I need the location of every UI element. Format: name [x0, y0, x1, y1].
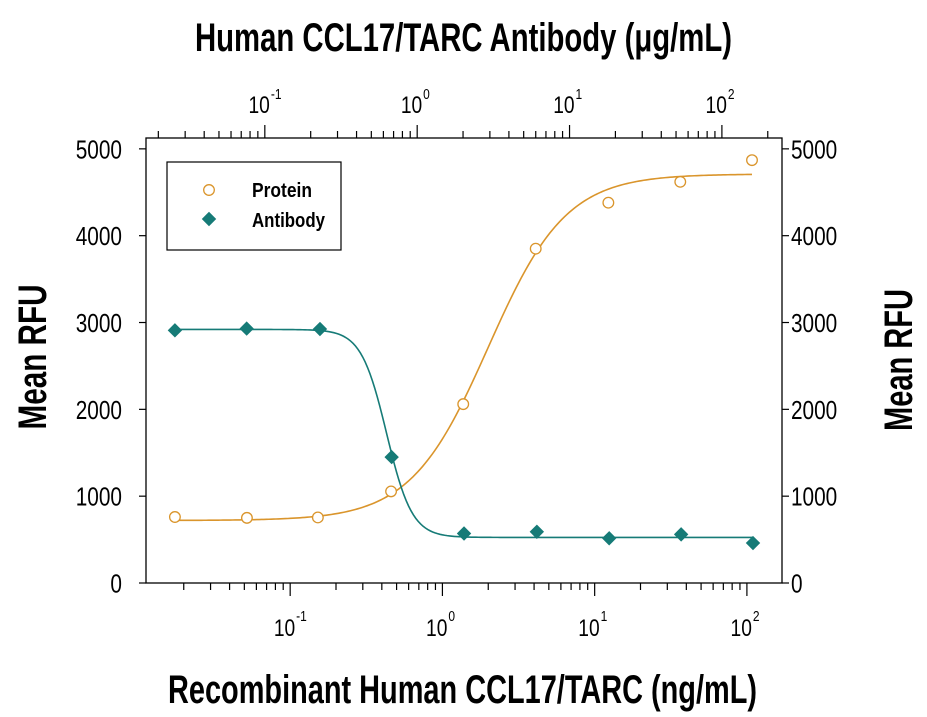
right-y-tick-label: 1000	[791, 482, 837, 511]
antibody-point	[529, 524, 545, 539]
bottom-x-axis-title: Recombinant Human CCL17/TARC (ng/mL)	[168, 668, 757, 712]
left-y-tick-label: 4000	[76, 222, 122, 251]
axes	[145, 137, 783, 584]
top-x-tick-label-exponent: 1	[576, 86, 583, 103]
left-y-tick-label: 0	[110, 569, 122, 598]
legend-markers	[201, 184, 217, 227]
protein-point	[529, 242, 542, 255]
bottom-x-tick-label-exponent: -1	[296, 608, 307, 625]
top-x-tick-label-base: 10	[553, 91, 574, 119]
antibody-point	[456, 526, 472, 541]
top-x-tick-label-exponent: -1	[271, 86, 282, 103]
data-points	[167, 154, 761, 551]
legend-box	[166, 161, 342, 251]
top-x-axis-title: Human CCL17/TARC Antibody (μg/mL)	[195, 16, 732, 60]
protein-point	[746, 154, 758, 167]
right-y-tick-label: 2000	[791, 396, 837, 425]
legend-label-antibody: Antibody	[252, 210, 326, 232]
protein-point	[240, 511, 253, 524]
left-y-tick-label: 3000	[76, 309, 122, 338]
right-y-tick-label: 0	[791, 569, 803, 598]
left-y-tick-label: 5000	[76, 135, 122, 164]
legend: Protein Antibody	[166, 161, 342, 251]
bottom-x-tick-label-base: 10	[731, 614, 752, 642]
ticks	[139, 125, 789, 596]
right-y-tick-label: 4000	[791, 222, 837, 251]
right-y-tick-label: 3000	[791, 309, 837, 338]
right-y-axis-title: Mean RFU	[877, 289, 921, 431]
antibody-point	[384, 449, 399, 465]
bottom-x-tick-label-base: 10	[274, 614, 295, 642]
left-y-tick-label: 1000	[76, 482, 122, 511]
antibody-point	[239, 321, 254, 336]
protein-point	[168, 511, 181, 523]
legend-protein-marker	[203, 184, 215, 196]
top-x-tick-label-base: 10	[401, 91, 422, 119]
left-y-axis-title: Mean RFU	[11, 285, 55, 430]
legend-label-protein: Protein	[252, 180, 312, 202]
bottom-x-tick-label-base: 10	[426, 614, 447, 642]
bottom-x-tick-label-exponent: 1	[601, 608, 608, 625]
antibody-point	[167, 323, 183, 338]
top-x-tick-label-exponent: 2	[728, 86, 735, 103]
protein-point	[385, 485, 398, 498]
antibody-point	[601, 531, 617, 546]
protein-point	[602, 196, 615, 209]
antibody-point	[312, 321, 328, 337]
bottom-x-tick-label-base: 10	[578, 614, 599, 642]
antibody-point	[745, 535, 761, 551]
protein-point	[311, 511, 324, 524]
legend-antibody-marker	[201, 211, 217, 227]
top-x-tick-label-exponent: 0	[423, 86, 430, 103]
plot-frame	[145, 137, 783, 584]
antibody-fit-curve	[174, 328, 753, 539]
top-x-tick-label-base: 10	[248, 91, 269, 119]
antibody-point	[673, 527, 689, 542]
right-y-tick-label: 5000	[791, 135, 837, 164]
protein-point	[457, 398, 470, 411]
top-x-tick-label-base: 10	[706, 91, 727, 119]
protein-point	[674, 175, 687, 188]
bottom-x-tick-label-exponent: 2	[753, 608, 760, 625]
left-y-tick-label: 2000	[76, 396, 122, 425]
bottom-x-tick-label-exponent: 0	[448, 608, 455, 625]
